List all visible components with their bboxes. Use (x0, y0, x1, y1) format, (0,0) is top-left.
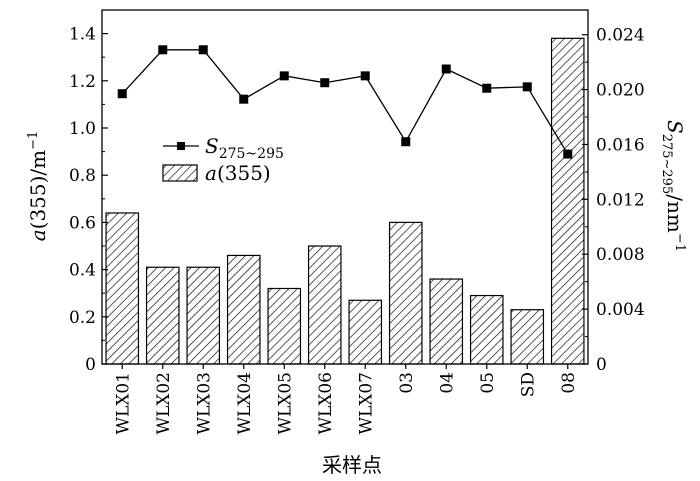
bar (267, 287, 302, 365)
bar (145, 266, 180, 365)
bar (307, 245, 342, 365)
x-axis-title: 采样点 (322, 453, 382, 477)
right-tick-label: 0.016 (596, 135, 645, 155)
line-series (117, 45, 573, 159)
line-point (482, 83, 492, 93)
x-tick-label: WLX06 (316, 372, 336, 435)
bar (348, 299, 383, 365)
bar (429, 278, 464, 365)
x-tick-label: 05 (478, 372, 498, 394)
legend-bar-swatch (162, 164, 198, 182)
bar (510, 309, 545, 365)
bar-series (105, 37, 585, 365)
left-tick-label: 0.2 (69, 308, 96, 328)
x-tick-label: WLX03 (194, 372, 214, 435)
x-tick-label: WLX07 (356, 372, 376, 435)
x-tick-label: WLX02 (154, 372, 174, 435)
line-point (522, 82, 532, 92)
left-tick-label: 1.2 (69, 72, 96, 92)
left-tick-label: 1.4 (69, 25, 96, 45)
left-axis-title: a(355)/m−1 (26, 131, 50, 242)
legend-line-label: S275~295 (205, 134, 284, 162)
line-point (320, 78, 330, 88)
x-tick-label: WLX04 (235, 372, 255, 435)
right-tick-label: 0.020 (596, 81, 645, 101)
line-point (158, 45, 168, 55)
x-axis: WLX01 WLX02 WLX03 WLX04 WLX05 WLX06 WLX07 03 04 0… (113, 364, 579, 435)
legend-line-marker (177, 142, 185, 150)
line-path (121, 49, 569, 155)
left-tick-label: 0.6 (69, 213, 96, 233)
x-tick-label: WLX05 (275, 372, 295, 435)
bar (469, 294, 504, 365)
line-point (198, 45, 208, 55)
bar (388, 221, 423, 365)
legend: S275~295 a(355) (162, 134, 284, 185)
x-tick-label: 08 (559, 372, 579, 394)
left-axis: 0 0.2 0.4 0.6 0.8 1.0 1.2 1.4 (69, 25, 108, 375)
x-tick-label: WLX01 (113, 372, 133, 435)
bar (105, 212, 140, 365)
right-tick-label: 0.004 (596, 300, 645, 320)
right-tick-label: 0 (596, 355, 607, 375)
left-tick-label: 1.0 (69, 119, 96, 139)
right-tick-label: 0.012 (596, 190, 645, 210)
x-tick-label: SD (518, 372, 538, 397)
left-tick-label: 0 (85, 355, 96, 375)
line-point (360, 71, 370, 81)
line-point (239, 94, 249, 104)
line-point (401, 137, 411, 147)
right-tick-label: 0.024 (596, 26, 645, 46)
line-point (441, 64, 451, 74)
bar (226, 254, 261, 365)
left-tick-label: 0.4 (69, 261, 96, 281)
x-tick-label: 04 (437, 372, 457, 394)
left-tick-label: 0.8 (69, 166, 96, 186)
plot-frame (101, 9, 589, 365)
line-point (117, 89, 127, 99)
bar (550, 37, 585, 365)
right-axis: 0 0.004 0.008 0.012 0.016 0.020 0.024 (582, 26, 645, 375)
right-tick-label: 0.008 (596, 245, 645, 265)
bar (186, 266, 221, 365)
legend-bar-label: a(355) (205, 161, 271, 185)
line-point (563, 149, 573, 159)
line-point (279, 71, 289, 81)
right-axis-title: S275~295/nm−1 (659, 120, 687, 252)
x-tick-label: 03 (397, 372, 417, 394)
